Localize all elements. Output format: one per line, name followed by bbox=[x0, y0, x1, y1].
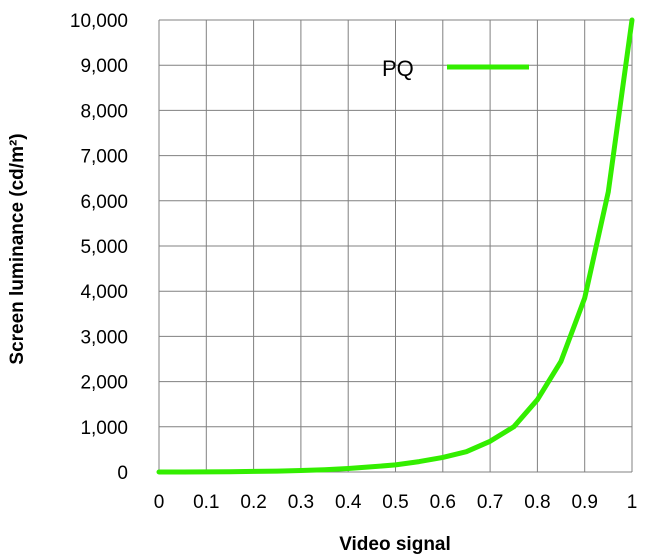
y-axis-ticks: 0 1,000 2,000 3,000 4,000 5,000 6,000 7,000 8,00… bbox=[70, 11, 128, 484]
x-tick-label: 0.3 bbox=[288, 492, 314, 513]
x-tick-label: 0.7 bbox=[477, 492, 503, 513]
y-tick-label: 7,000 bbox=[80, 147, 128, 168]
y-tick-label: 3,000 bbox=[80, 327, 128, 348]
series-line-pq bbox=[156, 17, 635, 475]
y-axis-title: Screen luminance (cd/m²) bbox=[7, 133, 28, 364]
y-tick-label: 9,000 bbox=[80, 56, 128, 77]
x-tick-label: 1 bbox=[627, 492, 638, 513]
x-tick-label: 0.5 bbox=[382, 492, 408, 513]
x-tick-label: 0.1 bbox=[193, 492, 219, 513]
grid bbox=[158, 19, 633, 473]
x-axis-title: Video signal bbox=[339, 534, 451, 555]
x-axis-ticks: 0 0.1 0.2 0.3 0.4 0.5 0.6 0.7 0.8 0.9 1 bbox=[154, 492, 638, 513]
x-tick-label: 0 bbox=[154, 492, 165, 513]
x-tick-label: 0.2 bbox=[240, 492, 266, 513]
x-tick-label: 0.8 bbox=[524, 492, 550, 513]
legend-label-pq: PQ bbox=[382, 56, 414, 81]
x-tick-label: 0.6 bbox=[430, 492, 456, 513]
series-layer bbox=[156, 17, 635, 475]
legend: PQ bbox=[382, 56, 529, 81]
y-tick-label: 2,000 bbox=[80, 373, 128, 394]
y-tick-label: 8,000 bbox=[80, 101, 128, 122]
y-tick-label: 1,000 bbox=[80, 418, 128, 439]
y-tick-label: 5,000 bbox=[80, 237, 128, 258]
y-tick-label: 0 bbox=[117, 463, 128, 484]
y-tick-label: 10,000 bbox=[70, 11, 128, 32]
x-tick-label: 0.9 bbox=[571, 492, 597, 513]
y-tick-label: 6,000 bbox=[80, 192, 128, 213]
x-tick-label: 0.4 bbox=[335, 492, 362, 513]
y-tick-label: 4,000 bbox=[80, 282, 128, 303]
